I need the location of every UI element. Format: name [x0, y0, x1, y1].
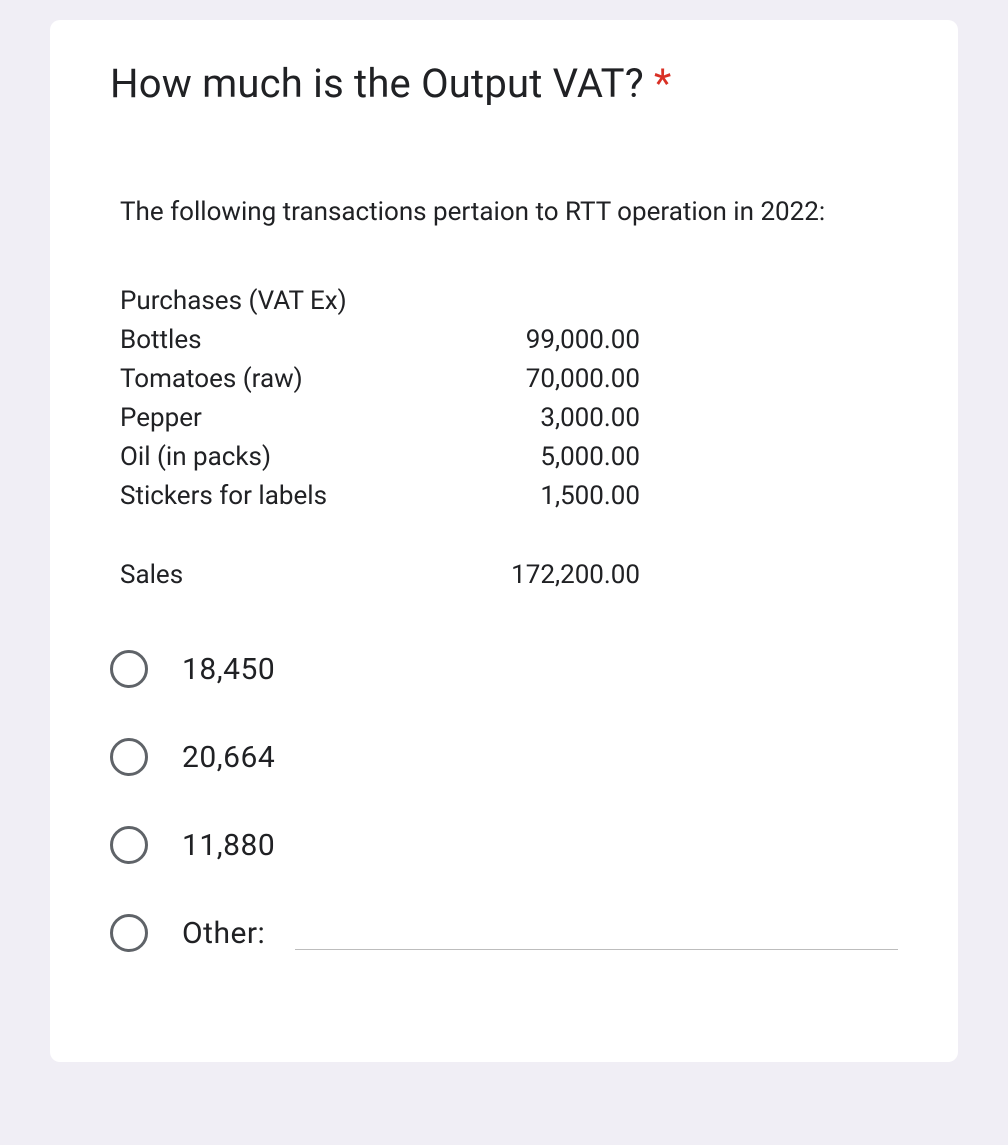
- required-star: *: [654, 60, 671, 107]
- question-title: How much is the Output VAT?: [110, 60, 644, 107]
- option-row[interactable]: 11,880: [110, 826, 898, 864]
- option-other-label: Other:: [182, 916, 265, 951]
- table-cell-label: Bottles: [120, 321, 490, 360]
- table-row: Pepper 3,000.00: [120, 399, 898, 438]
- table-cell-label: Tomatoes (raw): [120, 360, 490, 399]
- table-cell-value: 5,000.00: [490, 438, 640, 477]
- option-row[interactable]: 18,450: [110, 650, 898, 688]
- option-row[interactable]: 20,664: [110, 738, 898, 776]
- table-row: Stickers for labels 1,500.00: [120, 477, 898, 516]
- table-row: Bottles 99,000.00: [120, 321, 898, 360]
- table-row: Sales 172,200.00: [120, 556, 898, 595]
- question-card: How much is the Output VAT? * The follow…: [50, 20, 958, 1062]
- table-header-row: Purchases (VAT Ex): [120, 282, 898, 321]
- table-row: Tomatoes (raw) 70,000.00: [120, 360, 898, 399]
- question-title-row: How much is the Output VAT? *: [110, 60, 898, 107]
- data-table: Purchases (VAT Ex) Bottles 99,000.00 Tom…: [120, 282, 898, 595]
- table-spacer: [120, 516, 898, 556]
- radio-icon[interactable]: [110, 914, 148, 952]
- options-group: 18,450 20,664 11,880 Other:: [110, 650, 898, 952]
- table-cell-value: 70,000.00: [490, 360, 640, 399]
- table-row: Oil (in packs) 5,000.00: [120, 438, 898, 477]
- intro-text: The following transactions pertaion to R…: [120, 197, 898, 227]
- table-cell-value: 172,200.00: [490, 556, 640, 595]
- radio-icon[interactable]: [110, 826, 148, 864]
- option-label: 18,450: [182, 652, 275, 687]
- table-cell-value: 3,000.00: [490, 399, 640, 438]
- option-other-input[interactable]: [295, 916, 898, 950]
- table-cell-label: Oil (in packs): [120, 438, 490, 477]
- table-cell-value: 99,000.00: [490, 321, 640, 360]
- option-other-row[interactable]: Other:: [110, 914, 898, 952]
- table-section-header: Purchases (VAT Ex): [120, 282, 490, 321]
- option-label: 20,664: [182, 740, 275, 775]
- option-label: 11,880: [182, 828, 275, 863]
- table-cell-label: Pepper: [120, 399, 490, 438]
- radio-icon[interactable]: [110, 650, 148, 688]
- table-cell-label: Sales: [120, 556, 490, 595]
- table-cell-value: 1,500.00: [490, 477, 640, 516]
- radio-icon[interactable]: [110, 738, 148, 776]
- table-cell-label: Stickers for labels: [120, 477, 490, 516]
